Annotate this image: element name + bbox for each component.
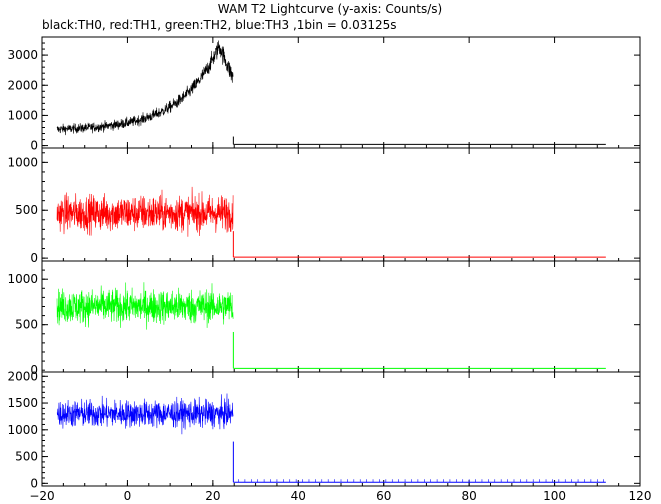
- y-tick-label: 3000: [7, 48, 38, 62]
- y-tick-label: 1000: [7, 423, 38, 437]
- series-line-active: [56, 282, 234, 330]
- y-tick-label: 500: [15, 318, 38, 332]
- x-tick-label: 60: [376, 489, 391, 503]
- panel-3: 0 500 1000 1500 2000: [7, 369, 641, 490]
- x-tick-label: 20: [205, 489, 220, 503]
- x-tick-label: 0: [124, 489, 132, 503]
- y-tick-label: 1000: [7, 108, 38, 122]
- y-tick-label: 1000: [7, 272, 38, 286]
- x-tick-label: 80: [462, 489, 477, 503]
- panel-0: 0 1000 2000 3000: [7, 36, 641, 153]
- y-tick-label: 1000: [7, 155, 38, 169]
- y-tick-label: 1500: [7, 396, 38, 410]
- y-tick-label: 0: [30, 139, 38, 153]
- chart-title: WAM T2 Lightcurve (y-axis: Counts/s): [218, 2, 442, 16]
- panel-frame: [41, 36, 641, 149]
- x-tick-label: 100: [543, 489, 566, 503]
- x-axis: −20 0 20 40 60 80 100 120: [29, 489, 651, 503]
- y-tick-label: 0: [30, 251, 38, 265]
- panel-1: 0 500 1000: [7, 147, 641, 265]
- panel-frame: [41, 371, 641, 487]
- x-tick-label: −20: [29, 489, 54, 503]
- series-line-active: [56, 40, 234, 136]
- panels: 0 1000 2000 3000 0 500 1000 500 1000 0 0 500 1000 150…: [7, 36, 641, 490]
- y-tick-label: 0: [30, 476, 38, 490]
- chart-subtitle: black:TH0, red:TH1, green:TH2, blue:TH3 …: [42, 18, 397, 32]
- y-tick-label: 2000: [7, 78, 38, 92]
- series-line-active: [56, 186, 234, 237]
- panel-2: 500 1000 0: [7, 260, 641, 377]
- y-tick-label: 2000: [7, 369, 38, 383]
- series-line-active: [56, 393, 234, 435]
- y-tick-label: 500: [15, 203, 38, 217]
- y-tick-label: 500: [15, 450, 38, 464]
- y-tick-label-clipped: 0: [30, 363, 38, 377]
- x-tick-label: 40: [291, 489, 306, 503]
- panel-frame: [41, 260, 641, 373]
- x-tick-label: 120: [629, 489, 652, 503]
